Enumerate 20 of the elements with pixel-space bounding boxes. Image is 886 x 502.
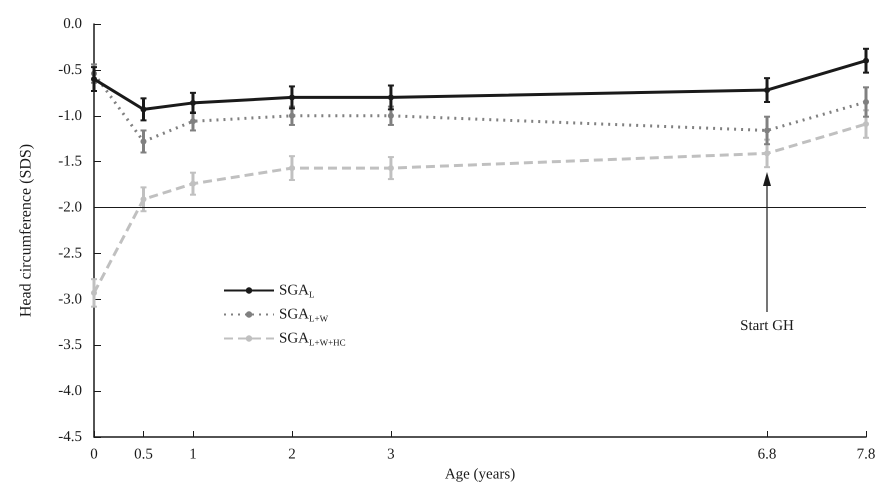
y-tick-label: -2.5: [58, 245, 82, 262]
x-tick-label: 0.5: [134, 446, 153, 462]
y-tick-label: -2.0: [58, 200, 82, 216]
x-tick-label: 7.8: [856, 446, 876, 462]
y-tick-label: -3.0: [58, 291, 82, 308]
y-tick-label: -1.0: [58, 108, 82, 124]
y-tick-label: 0.0: [63, 16, 82, 32]
y-tick-label: -4.5: [58, 429, 82, 445]
x-tick-label: 0: [90, 446, 98, 462]
x-tick-label: 2: [288, 446, 296, 462]
x-tick-label: 6.8: [758, 446, 776, 462]
x-tick-label: 1: [189, 446, 197, 462]
y-axis-title: Head circumference (SDS): [18, 144, 34, 318]
x-tick-label: 3: [387, 446, 395, 462]
y-tick-label: -4.0: [58, 383, 82, 400]
y-tick-label: -0.5: [58, 62, 82, 78]
annotation: Start GH: [740, 318, 794, 334]
x-axis-title: Age (years): [444, 466, 516, 482]
y-tick-label: -3.5: [58, 337, 82, 354]
y-tick-label: -1.5: [58, 154, 82, 170]
